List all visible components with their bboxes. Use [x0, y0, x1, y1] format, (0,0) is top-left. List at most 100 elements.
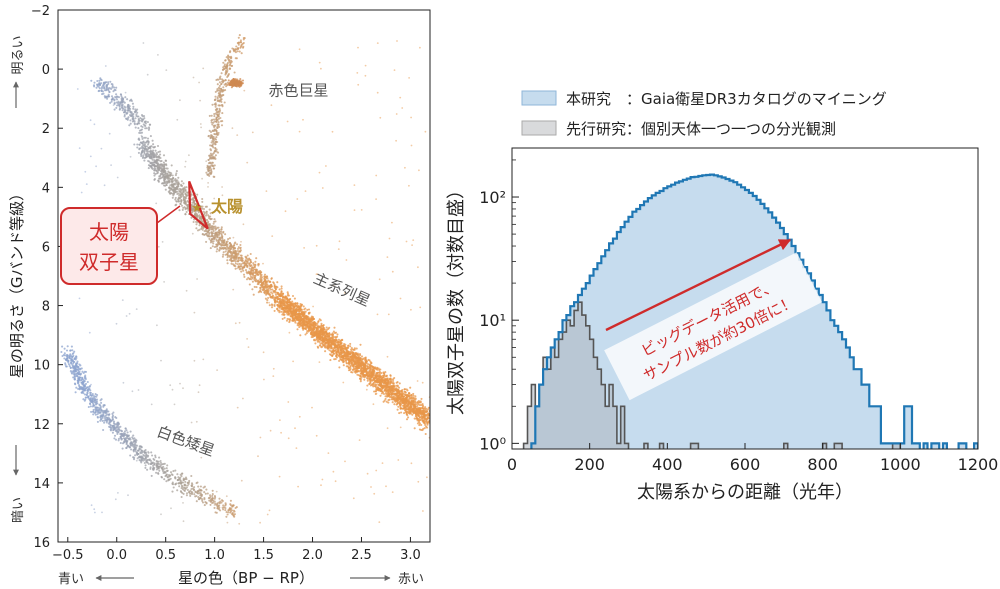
hr-star-point — [320, 346, 323, 349]
hr-star-point — [399, 403, 402, 406]
hr-star-point — [423, 414, 426, 418]
hr-star-point — [306, 308, 309, 311]
hr-star-point — [301, 326, 304, 329]
hr-star-point — [403, 405, 406, 408]
hr-star-point — [385, 389, 388, 392]
hr-star-point — [210, 230, 213, 234]
hr-star-point — [392, 385, 395, 388]
hr-star-point — [134, 110, 137, 113]
hr-star-point — [192, 220, 195, 224]
hr-star-point — [220, 72, 223, 75]
hr-star-point — [246, 266, 249, 269]
hr-star-point — [259, 274, 262, 277]
hr-star-point — [289, 301, 292, 304]
hr-star-point — [245, 256, 248, 260]
hr-star-point — [386, 377, 389, 380]
hr-star-point — [237, 265, 240, 268]
hr-star-point — [299, 334, 302, 337]
hr-star-point — [180, 198, 183, 202]
hr-star-point — [151, 158, 154, 161]
hr-star-point — [338, 366, 341, 369]
hr-star-point — [280, 290, 283, 293]
hr-star-point — [209, 212, 212, 215]
hr-star-point — [173, 183, 176, 186]
hr-star-point — [207, 168, 210, 171]
hr-star-point — [201, 200, 204, 203]
hr-star-point — [138, 148, 141, 151]
hr-star-point — [316, 333, 319, 336]
hr-star-point — [286, 291, 289, 294]
hr-star-point — [99, 77, 102, 80]
hr-star-point — [380, 379, 383, 382]
hr-star-point — [144, 122, 147, 125]
hr-star-point — [264, 275, 267, 278]
hr-star-point — [198, 214, 201, 217]
hr-star-point — [179, 195, 182, 198]
hr-star-point — [187, 207, 190, 211]
hr-star-point — [247, 276, 250, 279]
hr-star-point — [220, 236, 224, 239]
hr-star-point — [296, 316, 299, 319]
hr-star-point — [293, 297, 296, 300]
hr-star-point — [159, 160, 162, 163]
hr-star-point — [194, 209, 197, 212]
hr-star-point — [396, 392, 399, 395]
hr-star-point — [237, 246, 240, 249]
hr-star-point — [342, 364, 345, 367]
hr-star-point — [245, 278, 249, 281]
hr-star-point — [162, 161, 165, 164]
hr-star-point — [253, 276, 257, 279]
hr-star-point — [125, 117, 128, 120]
hr-star-point — [205, 240, 208, 243]
hr-star-point — [129, 114, 132, 118]
hr-star-point — [266, 301, 269, 304]
hr-star-point — [375, 367, 378, 371]
hr-star-point — [369, 372, 372, 375]
hr-star-point — [114, 89, 117, 92]
hr-star-point — [113, 108, 116, 111]
hr-star-point — [143, 159, 146, 162]
hr-star-point — [220, 228, 223, 231]
hr-star-point — [425, 425, 428, 428]
hr-star-point — [119, 100, 122, 104]
hr-star-point — [413, 407, 416, 410]
hr-star-point — [146, 137, 150, 140]
hr-star-point — [267, 296, 270, 300]
hr-star-point — [281, 317, 284, 320]
hr-star-point — [182, 182, 185, 185]
hr-star-point — [241, 79, 245, 82]
hr-star-point — [305, 323, 308, 326]
hr-star-point — [143, 117, 146, 120]
hr-star-point — [247, 262, 250, 265]
hr-star-point — [249, 259, 252, 262]
hr-star-point — [239, 78, 242, 81]
hr-star-point — [292, 318, 295, 322]
hr-star-point — [177, 196, 180, 199]
hr-star-point — [192, 199, 195, 202]
hr-star-point — [265, 275, 268, 278]
hr-star-point — [389, 374, 392, 377]
hr-star-point — [155, 169, 158, 172]
hr-star-point — [115, 106, 118, 109]
hr-star-point — [398, 412, 401, 415]
hr-star-point — [132, 105, 135, 108]
hr-star-point — [150, 162, 153, 165]
hr-star-point — [138, 143, 141, 146]
hr-star-point — [137, 138, 140, 141]
hr-star-point — [254, 268, 257, 271]
hr-star-point — [126, 98, 129, 101]
hr-star-point — [213, 175, 216, 178]
hr-star-point — [403, 395, 406, 398]
hr-star-point — [305, 332, 308, 335]
hr-star-point — [216, 88, 219, 91]
hr-star-point — [235, 57, 238, 60]
hr-star-point — [354, 357, 357, 360]
hr-star-point — [282, 311, 285, 314]
hr-star-point — [355, 370, 358, 373]
hr-star-point — [215, 111, 218, 114]
hr-star-point — [362, 373, 365, 376]
hr-star-point — [209, 173, 212, 176]
hr-star-point — [325, 326, 328, 329]
hr-star-point — [353, 362, 356, 365]
hr-star-point — [238, 262, 241, 265]
